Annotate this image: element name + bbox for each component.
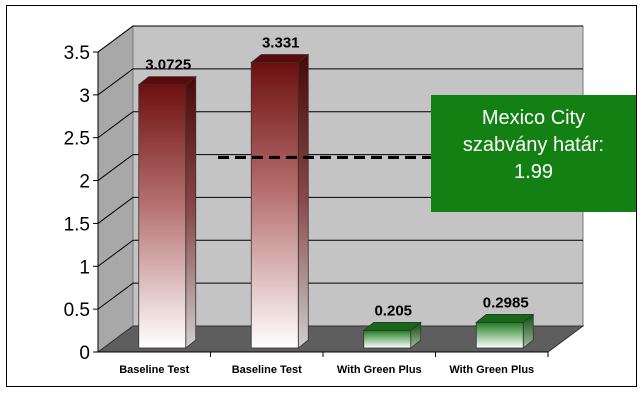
bar-side — [185, 75, 197, 349]
annotation-line-3: 1.99 — [514, 161, 553, 183]
labels-layer: 3.0725 Baseline Test 3.331 Baseline Test 0.2… — [119, 34, 534, 376]
bar — [138, 84, 187, 349]
gridline — [97, 25, 583, 53]
x-tick-label: With Green Plus — [337, 364, 422, 376]
data-label: 3.331 — [262, 34, 300, 51]
bar — [475, 322, 524, 349]
y-tick-label: 2 — [79, 172, 90, 193]
bars-layer — [137, 53, 535, 349]
annotation-line-2: szabvány határ: — [462, 134, 605, 156]
bar — [250, 62, 299, 349]
y-tick-label: 0.5 — [64, 300, 90, 321]
data-label: 0.2985 — [483, 294, 529, 311]
bar — [363, 330, 412, 349]
x-tick-label: Baseline Test — [232, 364, 302, 376]
annotation-box: Mexico City szabvány határ: 1.99 — [431, 95, 636, 212]
data-label: 0.205 — [374, 302, 412, 319]
data-label: 3.0725 — [145, 57, 191, 74]
gridline — [97, 68, 583, 96]
bar-top — [362, 322, 422, 331]
x-tick-label: With Green Plus — [449, 364, 534, 376]
bar-top — [137, 76, 197, 86]
annotation-line-1: Mexico City — [481, 107, 586, 129]
bar-top — [475, 314, 535, 323]
bar-top — [250, 54, 310, 63]
y-tick-label: 1 — [79, 257, 90, 278]
axis-layer: 0 0.5 1 1.5 2 2.5 3 3.5 — [64, 43, 549, 364]
x-tick-label: Baseline Test — [119, 364, 189, 376]
bar-side — [297, 53, 309, 349]
side-wall — [97, 25, 134, 353]
y-tick-label: 3.5 — [64, 43, 90, 64]
y-tick-label: 0 — [79, 343, 90, 364]
gridline — [97, 282, 583, 310]
y-tick-label: 1.5 — [64, 214, 90, 235]
gridline — [97, 239, 583, 267]
y-tick-label: 2.5 — [64, 129, 90, 150]
gridlines-layer — [97, 25, 583, 310]
y-tick-label: 3 — [79, 86, 90, 107]
